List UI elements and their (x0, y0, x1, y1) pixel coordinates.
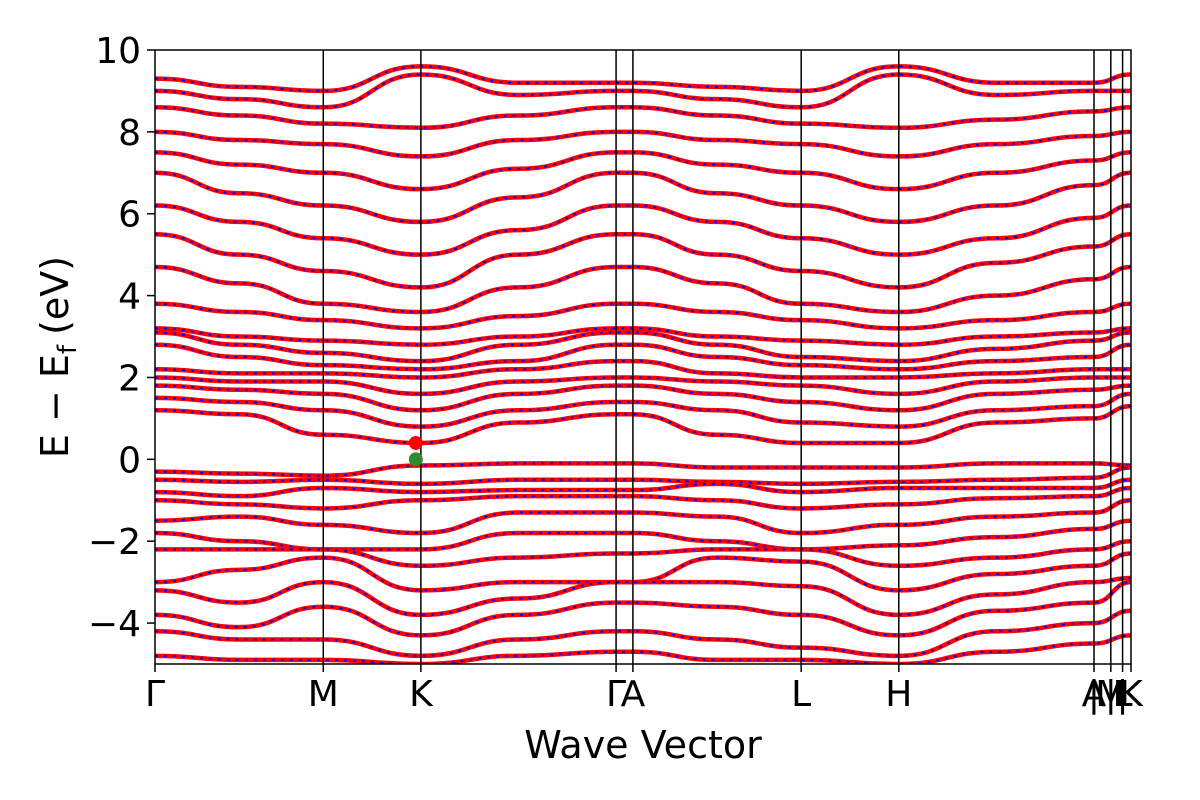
band-line-red (155, 105, 1131, 131)
band-line-red (155, 64, 1131, 94)
x-tick-label: K (409, 674, 434, 715)
vbm-marker (408, 452, 423, 467)
band-line-blue-dashed (155, 392, 1131, 428)
band-line-blue-dashed (155, 73, 1131, 109)
band-lines (155, 64, 1131, 664)
y-tick-label: 2 (118, 358, 141, 399)
x-axis-kpoint-labels: Γ M K ΓA L H A|M|L|K (145, 664, 1144, 715)
y-tick-label: 10 (95, 31, 141, 72)
x-tick-label: M (308, 674, 339, 715)
x-tick-label: Γ (145, 674, 165, 715)
band-line-red (155, 608, 1131, 659)
y-tick-label: 0 (118, 440, 141, 481)
x-tick-label: A (621, 674, 646, 715)
x-tick-label: | (1117, 674, 1129, 715)
band-line-red (155, 461, 1131, 478)
band-line-blue-dashed (155, 302, 1131, 330)
y-tick-label: 4 (118, 277, 141, 318)
band-line-red (155, 326, 1131, 347)
band-line-red (155, 170, 1131, 225)
cbm-marker (408, 435, 423, 450)
y-axis-ticks: −4 −2 0 2 4 6 8 10 (88, 31, 155, 645)
y-tick-label: 8 (118, 113, 141, 154)
band-line-red (155, 150, 1131, 192)
y-tick-label: 6 (118, 195, 141, 236)
kpoint-separator-lines (322, 50, 1124, 664)
band-line-blue-dashed (155, 171, 1131, 223)
x-tick-label: L (1113, 674, 1133, 715)
band-edge-markers (408, 435, 423, 467)
x-tick-label: Γ (606, 674, 626, 715)
x-tick-label: L (791, 674, 811, 715)
band-line-blue-dashed (155, 499, 1131, 535)
band-line-blue-dashed (155, 609, 1131, 657)
y-tick-label: −4 (88, 604, 141, 645)
x-tick-label: | (1105, 674, 1117, 715)
band-line-blue-dashed (155, 233, 1131, 289)
y-axis-title-main: E − E (33, 354, 77, 458)
x-tick-label: A (1082, 674, 1107, 715)
band-line-blue-dashed (155, 65, 1131, 92)
x-tick-label: M (1095, 674, 1126, 715)
band-line-red (155, 231, 1131, 290)
band-line-red (155, 301, 1131, 331)
x-tick-label: H (885, 674, 912, 715)
x-tick-label: K (1119, 674, 1144, 715)
y-tick-label: −2 (88, 522, 141, 563)
y-axis-title-subscript: f (53, 344, 83, 354)
band-line-blue-dashed (155, 384, 1131, 412)
x-tick-label: | (1088, 674, 1100, 715)
plot-frame (154, 49, 1132, 665)
band-line-red (155, 203, 1131, 257)
band-line-red (155, 579, 1131, 638)
x-axis-title: Wave Vector (524, 723, 762, 767)
band-line-blue-dashed (155, 331, 1131, 363)
y-axis-title-unit: (eV) (33, 256, 77, 335)
band-line-red (155, 538, 1131, 569)
y-axis-title: E − Ef (eV) (33, 256, 83, 458)
band-line-red (155, 383, 1131, 413)
band-line-blue-dashed (155, 204, 1131, 256)
